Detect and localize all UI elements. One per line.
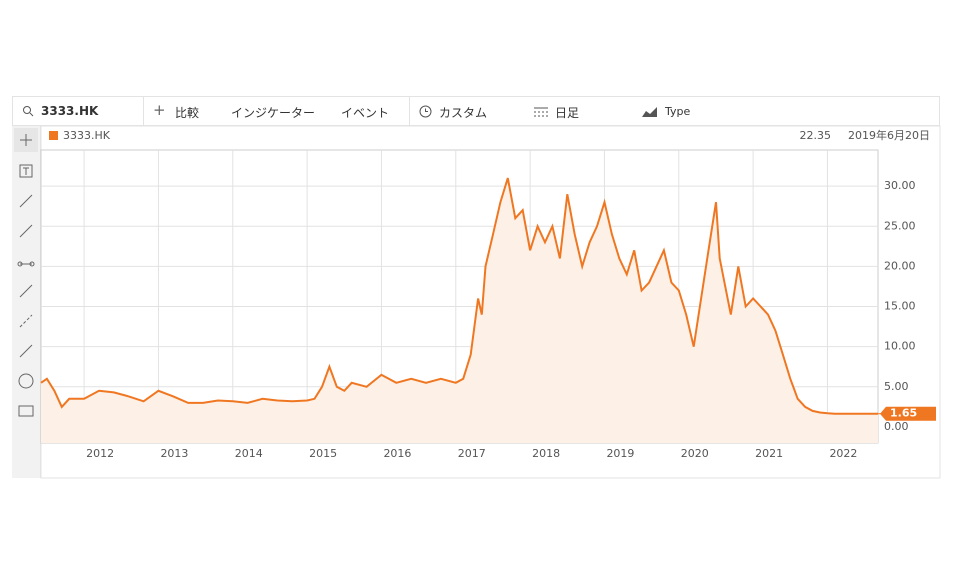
x-tick-label: 2012	[86, 447, 114, 460]
y-tick-label: 10.00	[884, 340, 916, 353]
tool-icons	[14, 128, 38, 417]
x-tick-label: 2013	[160, 447, 188, 460]
legend-label: 3333.HK	[63, 129, 111, 142]
crosshair-date: 2019年6月20日	[848, 128, 930, 142]
price-line	[40, 177, 878, 415]
current-price-box	[880, 406, 936, 421]
type-icon	[642, 107, 657, 117]
indicator-button[interactable]: インジケーター	[231, 106, 316, 120]
x-tick-label: 2020	[681, 447, 709, 460]
x-tick-label: 2016	[383, 447, 411, 460]
y-tick-label: 5.00	[884, 380, 909, 393]
crosshair-value: 22.35	[800, 129, 832, 142]
period-button[interactable]: 日足	[555, 106, 580, 120]
x-tick-label: 2017	[458, 447, 486, 460]
y-tick-label: 20.00	[884, 259, 916, 272]
x-tick-label: 2021	[755, 447, 783, 460]
clock-icon	[419, 105, 432, 118]
y-tick-label: 25.00	[884, 219, 916, 232]
y-tick-label: 30.00	[884, 179, 916, 192]
custom-button[interactable]: カスタム	[439, 106, 488, 120]
compare-button[interactable]: 比較	[175, 106, 200, 120]
x-tick-label: 2022	[829, 447, 857, 460]
current-price-label: 1.65	[890, 407, 917, 420]
x-tick-label: 2015	[309, 447, 337, 460]
x-tick-label: 2014	[235, 447, 263, 460]
area	[41, 178, 878, 443]
type-button[interactable]: Type	[665, 105, 691, 118]
legend-swatch	[49, 131, 58, 140]
symbol-input[interactable]: 3333.HK	[41, 104, 99, 118]
x-tick-label: 2019	[606, 447, 634, 460]
search-icon	[23, 106, 34, 117]
x-tick-label: 2018	[532, 447, 560, 460]
plus-icon: +	[153, 101, 166, 119]
y-tick-label: 0.00	[884, 420, 909, 433]
period-icon	[534, 107, 548, 117]
y-tick-label: 15.00	[884, 300, 916, 313]
event-button[interactable]: イベント	[341, 106, 390, 120]
